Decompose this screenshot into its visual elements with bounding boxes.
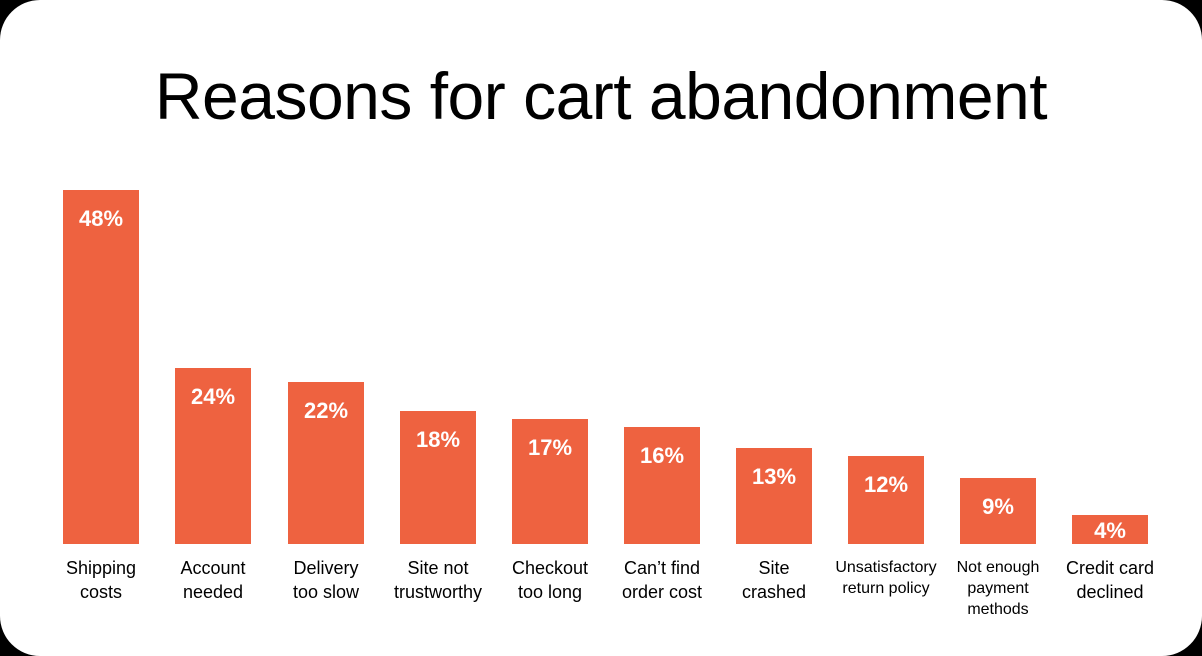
category-label: Account needed	[151, 556, 275, 604]
category-label: Checkout too long	[488, 556, 612, 604]
label-line: Not enough	[956, 559, 1040, 576]
bar-value: 9%	[982, 494, 1014, 519]
label-line: payment	[967, 580, 1029, 597]
label-line: too long	[517, 582, 583, 602]
bar-unsatisfactory-return-policy: 12%	[848, 456, 924, 544]
category-label: Can’t find order cost	[600, 556, 724, 604]
category-label: Site crashed	[712, 556, 836, 604]
bar-shipping-costs: 48%	[63, 190, 139, 544]
bar-site-crashed: 13%	[736, 448, 812, 544]
label-line: declined	[1076, 582, 1144, 602]
bar-value: 18%	[415, 427, 461, 452]
category-label: Credit card declined	[1048, 556, 1172, 604]
label-line: order cost	[621, 582, 703, 602]
bar-value: 48%	[78, 206, 124, 231]
label-line: crashed	[741, 582, 807, 602]
bar-checkout-too-long: 17%	[512, 419, 588, 544]
label-line: costs	[79, 582, 122, 602]
bar-value: 17%	[527, 435, 573, 460]
category-label: Unsatisfactory return policy	[824, 557, 948, 599]
bar-value: 16%	[639, 443, 685, 468]
bar-value: 12%	[863, 472, 909, 497]
bar-delivery-too-slow: 22%	[288, 382, 364, 544]
bar-value: 22%	[303, 398, 349, 423]
label-line: Site not	[407, 558, 469, 578]
label-line: Delivery	[293, 558, 359, 578]
bar-value: 4%	[1094, 518, 1126, 543]
bar-account-needed: 24%	[175, 368, 251, 544]
label-line: Site	[758, 558, 790, 578]
label-line: trustworthy	[393, 582, 483, 602]
label-line: Account	[180, 558, 246, 578]
category-label: Shipping costs	[39, 556, 163, 604]
label-line: Unsatisfactory	[835, 559, 937, 576]
bar-value: 24%	[190, 384, 236, 409]
bar-credit-card-declined: 4%	[1072, 515, 1148, 544]
label-line: Shipping	[65, 558, 137, 578]
bar-not-enough-payment-methods: 9%	[960, 478, 1036, 544]
label-line: methods	[967, 601, 1029, 618]
category-label: Delivery too slow	[264, 556, 388, 604]
chart-title: Reasons for cart abandonment	[154, 59, 1048, 133]
label-line: return policy	[842, 580, 930, 597]
category-label: Site not trustworthy	[376, 556, 500, 604]
label-line: Checkout	[511, 558, 589, 578]
label-line: Can’t find	[623, 558, 701, 578]
bar-site-not-trustworthy: 18%	[400, 411, 476, 544]
category-label: Not enough payment methods	[936, 557, 1060, 620]
label-line: too slow	[292, 582, 360, 602]
bar-cant-find-order-cost: 16%	[624, 427, 700, 544]
bar-value: 13%	[751, 464, 797, 489]
label-line: needed	[182, 582, 244, 602]
label-line: Credit card	[1065, 558, 1155, 578]
